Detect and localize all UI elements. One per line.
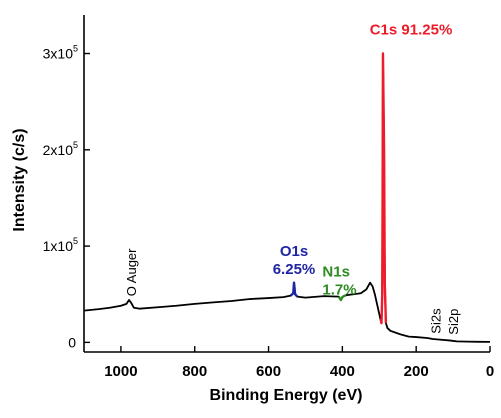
- x-tick-label: 800: [182, 363, 207, 380]
- x-tick-label: 1000: [104, 363, 137, 380]
- x-tick-label: 600: [256, 363, 281, 380]
- annotation-o-auger: O Auger: [124, 248, 139, 296]
- series-line-3: [379, 52, 388, 325]
- annotation-si2p: Si2p: [446, 309, 461, 335]
- y-tick-label: 3x105: [43, 44, 78, 62]
- x-tick-label: 400: [330, 363, 355, 380]
- series-line-0: [83, 52, 491, 343]
- axes-layer: [83, 15, 490, 353]
- x-tick-label: 0: [486, 363, 494, 380]
- y-tick-layer: 0 1x105 2x105 3x105: [43, 44, 90, 350]
- x-axis-label: Binding Energy (eV): [210, 387, 363, 404]
- annotation-o1s-line-1: 6.25%: [273, 261, 316, 278]
- y-tick-label: 0: [68, 334, 76, 350]
- annotation-c1s-line-0: C1s 91.25%: [370, 22, 453, 39]
- series-layer: [83, 52, 491, 343]
- series-line-1: [289, 281, 299, 298]
- annotation-o1s-line-0: O1s: [280, 243, 308, 260]
- annotation-n1s-line-1: 1.7%: [322, 281, 356, 298]
- annotation-si2s: Si2s: [428, 308, 443, 334]
- x-tick-layer: 1000 800 600 400 200 0: [104, 346, 494, 380]
- annotation-n1s-line-0: N1s: [322, 263, 350, 280]
- y-axis-label: Intensity (c/s): [11, 128, 28, 231]
- series-line-2: [337, 294, 347, 302]
- y-tick-label: 1x105: [43, 236, 78, 254]
- y-tick-label: 2x105: [43, 140, 78, 158]
- x-tick-label: 200: [404, 363, 429, 380]
